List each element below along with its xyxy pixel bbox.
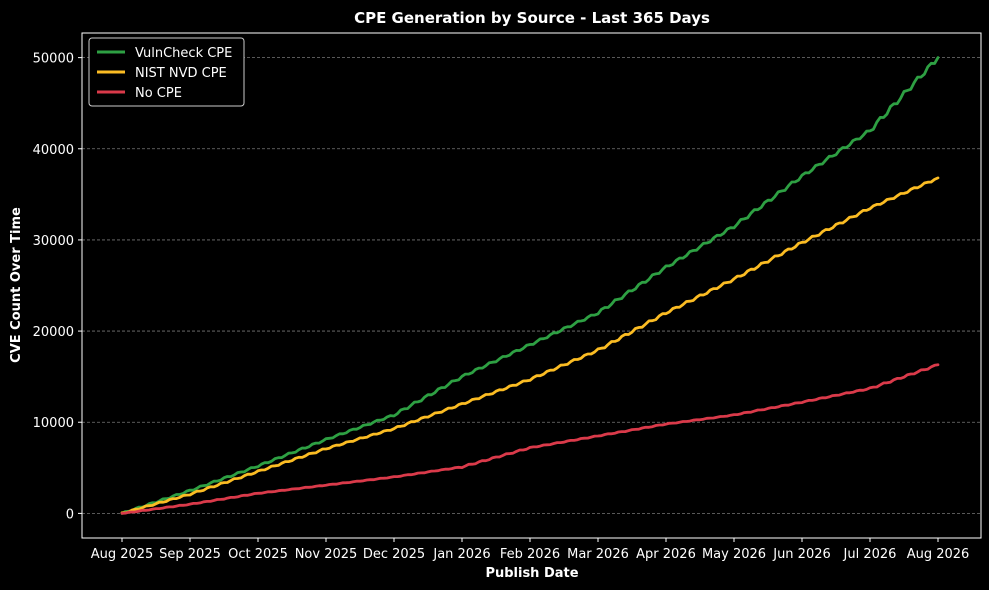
plot-frame (81, 32, 982, 539)
x-tick-label: Apr 2026 (636, 547, 696, 562)
y-axis-label: CVE Count Over Time (9, 207, 24, 363)
y-tick-label: 10000 (33, 416, 74, 431)
series-line-2 (120, 363, 940, 515)
y-tick-label: 0 (66, 507, 74, 522)
x-tick-label: Feb 2026 (500, 547, 560, 562)
y-axis-ticks: 0 10000 20000 30000 40000 50000 (33, 52, 82, 522)
y-tick-label: 40000 (33, 143, 74, 158)
x-axis-label: Publish Date (485, 566, 578, 581)
y-tick-label: 50000 (33, 52, 74, 67)
x-tick-label: Jul 2026 (843, 547, 897, 562)
y-tick-label: 20000 (33, 325, 74, 340)
x-tick-label: Aug 2026 (907, 547, 970, 562)
legend-label-0: VulnCheck CPE (135, 46, 232, 61)
x-axis-ticks: Aug 2025 Sep 2025 Oct 2025 Nov 2025 Dec 2025… (91, 538, 970, 562)
legend-box (88, 37, 245, 107)
chart-title: CPE Generation by Source - Last 365 Days (354, 9, 710, 27)
x-tick-label: Nov 2025 (295, 547, 358, 562)
x-tick-label: Mar 2026 (567, 547, 629, 562)
x-tick-label: May 2026 (702, 547, 766, 562)
x-tick-label: Jun 2026 (772, 547, 831, 562)
x-tick-label: Sep 2025 (159, 547, 221, 562)
series-group (120, 56, 940, 515)
x-tick-label: Jan 2026 (432, 547, 490, 562)
x-tick-label: Aug 2025 (91, 547, 154, 562)
y-tick-label: 30000 (33, 234, 74, 249)
series-line-0 (120, 56, 940, 515)
x-tick-label: Oct 2025 (228, 547, 288, 562)
legend: VulnCheck CPE NIST NVD CPE No CPE (88, 37, 245, 107)
x-tick-label: Dec 2025 (363, 547, 425, 562)
legend-label-1: NIST NVD CPE (135, 66, 227, 81)
legend-label-2: No CPE (135, 86, 182, 101)
series-line-1 (120, 176, 940, 515)
